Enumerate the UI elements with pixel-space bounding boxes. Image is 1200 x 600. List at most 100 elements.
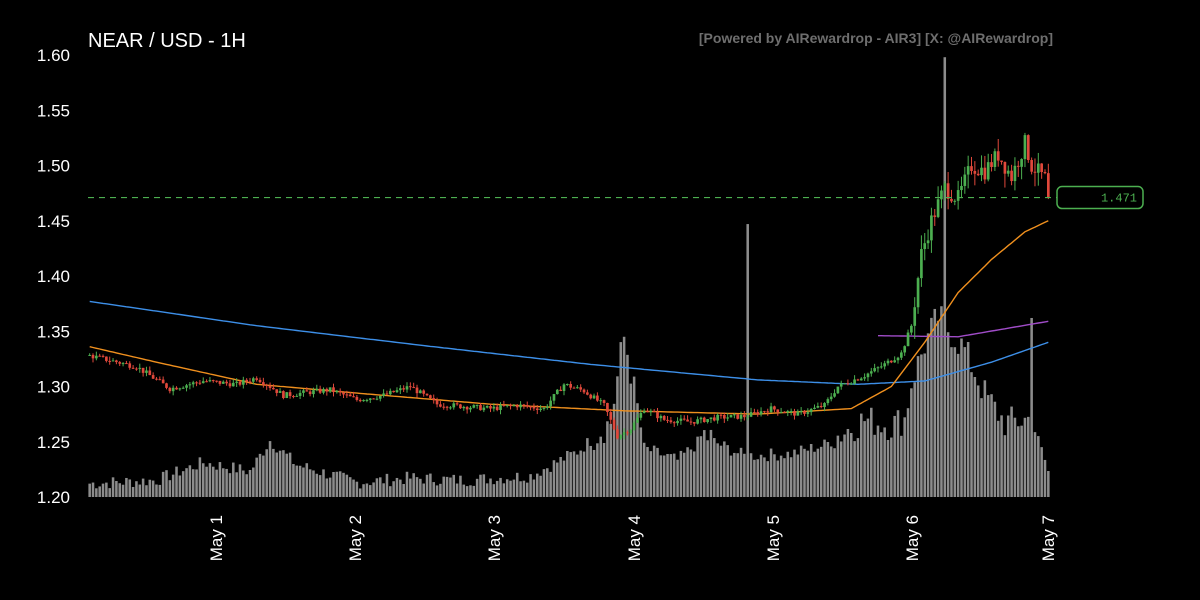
candle-body [946, 183, 950, 199]
volume-bar [288, 452, 292, 497]
candle-body [646, 411, 649, 413]
candle-body [375, 398, 379, 400]
volume-bar [729, 455, 733, 497]
candle-body [108, 360, 112, 362]
volume-bar [696, 436, 699, 497]
candle-body [288, 392, 292, 397]
last-price-label: 1.471 [1101, 192, 1137, 206]
chart-credit: [Powered by AIRewardrop - AIR3] [X: @AIR… [699, 30, 1053, 46]
volume-bar [415, 477, 419, 497]
volume-bar [402, 483, 405, 497]
candle-body [121, 363, 125, 365]
volume-bar [556, 462, 559, 497]
volume-bar [208, 463, 212, 497]
candle-body [729, 414, 733, 418]
candle-body [983, 167, 987, 180]
volume-bar [679, 450, 683, 497]
moving-average-purple [878, 320, 1049, 338]
candle-body [786, 411, 790, 413]
candle-body [175, 387, 178, 390]
candle-body [743, 414, 746, 418]
volume-bar [622, 336, 626, 497]
volume-bar [980, 398, 983, 497]
candle-body [606, 402, 609, 413]
volume-bar [960, 338, 963, 497]
candle-body [622, 432, 626, 436]
candle-body [245, 379, 248, 382]
candle-body [676, 420, 679, 424]
candle-body [893, 360, 897, 363]
candle-body [576, 387, 579, 389]
candle-body [940, 190, 943, 200]
volume-bar [809, 444, 813, 497]
candle-body [285, 392, 289, 399]
candle-body [392, 390, 395, 393]
candle-body [910, 325, 913, 333]
candle-body [702, 417, 706, 423]
candle-body [188, 384, 192, 386]
volume-bar [435, 485, 439, 497]
volume-bar [462, 484, 466, 497]
candle-body [248, 381, 252, 383]
volume-bar [412, 473, 415, 497]
candle-body [632, 422, 636, 430]
candle-body [495, 406, 499, 410]
candle-body [626, 432, 629, 434]
candle-body [846, 383, 850, 385]
candle-body [966, 166, 970, 175]
volume-bar [996, 420, 1000, 497]
candle-body [579, 387, 583, 390]
candle-body [1043, 172, 1047, 174]
volume-bar [993, 401, 997, 497]
candle-body [215, 380, 218, 382]
candle-body [783, 412, 786, 414]
candle-body [849, 383, 853, 385]
volume-bar [1000, 415, 1003, 497]
candle-body [672, 422, 676, 424]
candle-body [692, 422, 696, 424]
candle-body [328, 387, 332, 392]
candle-body [241, 379, 245, 385]
volume-bar [749, 453, 753, 497]
volume-bar [479, 474, 482, 497]
volume-bar [983, 380, 987, 497]
candle-body [803, 411, 806, 414]
volume-bar [459, 475, 462, 497]
volume-bar [302, 467, 305, 497]
candle-body [432, 398, 436, 401]
volume-bar [649, 451, 653, 497]
volume-bar [956, 353, 960, 497]
volume-bar [906, 408, 910, 497]
candle-body [936, 199, 940, 217]
candle-body [342, 392, 345, 395]
volume-bar [442, 476, 446, 497]
candle-body [512, 405, 516, 407]
candle-body [582, 389, 586, 393]
candle-body [542, 407, 546, 409]
volume-bar [766, 461, 770, 497]
x-tick-label: May 6 [903, 515, 922, 561]
volume-bar [282, 450, 285, 497]
volume-bar [566, 450, 569, 497]
candle-body [539, 408, 542, 410]
candle-body [111, 360, 115, 362]
volume-bar [1023, 417, 1027, 497]
volume-bar [870, 407, 873, 497]
candle-body [793, 411, 796, 416]
candle-body [943, 183, 947, 191]
volume-bar [305, 463, 309, 497]
candle-body [492, 406, 496, 409]
candle-body [1040, 163, 1043, 173]
candle-body [315, 388, 319, 391]
volume-bar [389, 486, 392, 497]
volume-bar [151, 480, 155, 497]
candle-body [101, 355, 105, 357]
volume-bar [619, 342, 623, 497]
candlesticks [88, 132, 1050, 440]
candle-body [973, 170, 977, 174]
volume-bar [358, 488, 362, 497]
volume-bar [265, 449, 268, 497]
volume-bar [385, 473, 389, 497]
candle-body [429, 395, 432, 399]
volume-bar [455, 483, 459, 497]
